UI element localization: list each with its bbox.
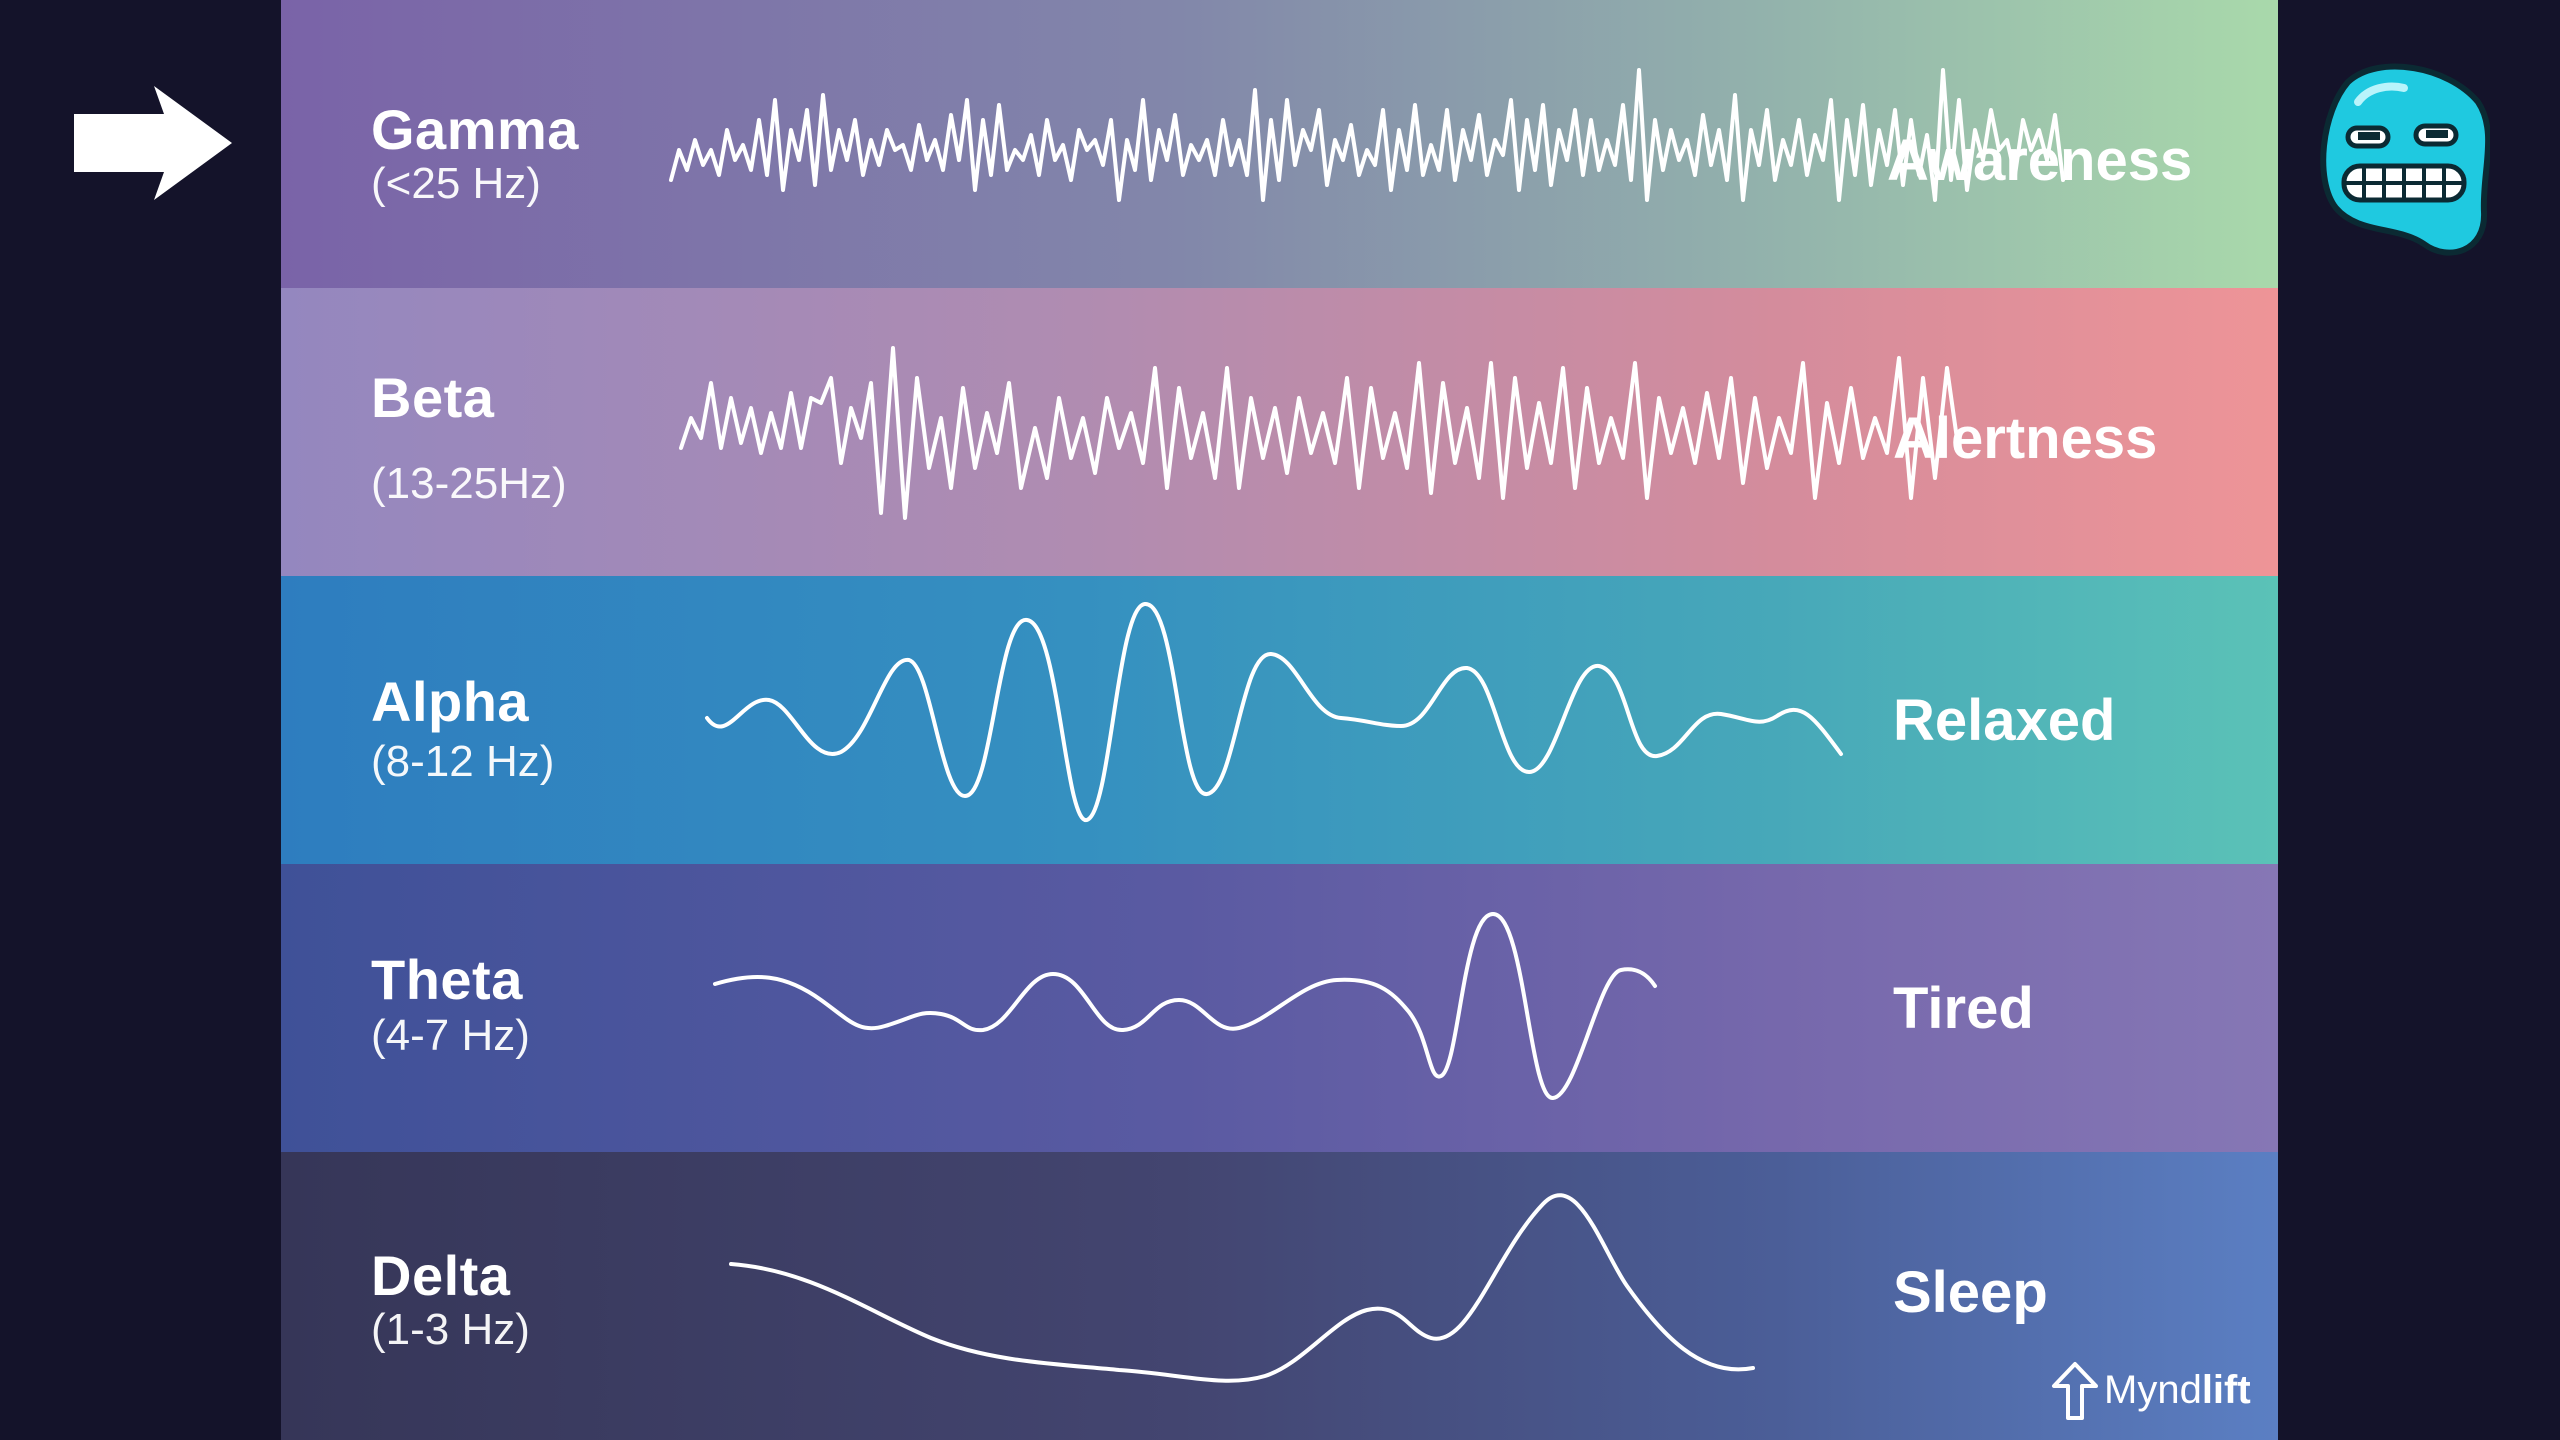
band-gamma: Gamma (<25 Hz) Awareness: [281, 0, 2278, 288]
band-state: Tired: [1893, 976, 2034, 1041]
band-state: Alertness: [1893, 406, 2158, 471]
band-range: (13-25Hz): [371, 459, 567, 508]
band-range: (<25 Hz): [371, 159, 541, 208]
band-state: Relaxed: [1893, 688, 2116, 753]
band-name: Theta: [371, 948, 523, 1011]
brainwave-panel: Gamma (<25 Hz) Awareness Beta (13-25Hz) …: [281, 0, 2278, 1440]
band-delta: Delta (1-3 Hz) Sleep: [281, 1152, 2278, 1440]
band-name: Gamma: [371, 98, 579, 161]
beta-waveform: [679, 346, 1961, 520]
band-name: Delta: [371, 1244, 511, 1307]
band-alpha: Alpha (8-12 Hz) Relaxed: [281, 576, 2278, 864]
band-theta: Theta (4-7 Hz) Tired: [281, 864, 2278, 1152]
theta-waveform: [713, 912, 1657, 1100]
myndlift-logo: Myndlift: [2050, 1360, 2251, 1420]
brand-name: Myndlift: [2104, 1368, 2251, 1412]
band-range: (4-7 Hz): [371, 1011, 530, 1060]
alpha-waveform: [705, 601, 1843, 822]
arrow-up-icon: [2052, 1362, 2098, 1420]
band-range: (1-3 Hz): [371, 1305, 530, 1354]
band-name: Alpha: [371, 670, 530, 733]
delta-waveform: [729, 1193, 1755, 1383]
band-state: Awareness: [1887, 128, 2193, 193]
band-range: (8-12 Hz): [371, 737, 555, 786]
grimace-blob-mascot-icon: [2320, 63, 2490, 256]
band-name: Beta: [371, 366, 495, 429]
gamma-waveform: [669, 68, 2065, 202]
band-state: Sleep: [1893, 1260, 2048, 1325]
arrow-right-icon: [74, 86, 232, 200]
band-beta: Beta (13-25Hz) Alertness: [281, 288, 2278, 576]
